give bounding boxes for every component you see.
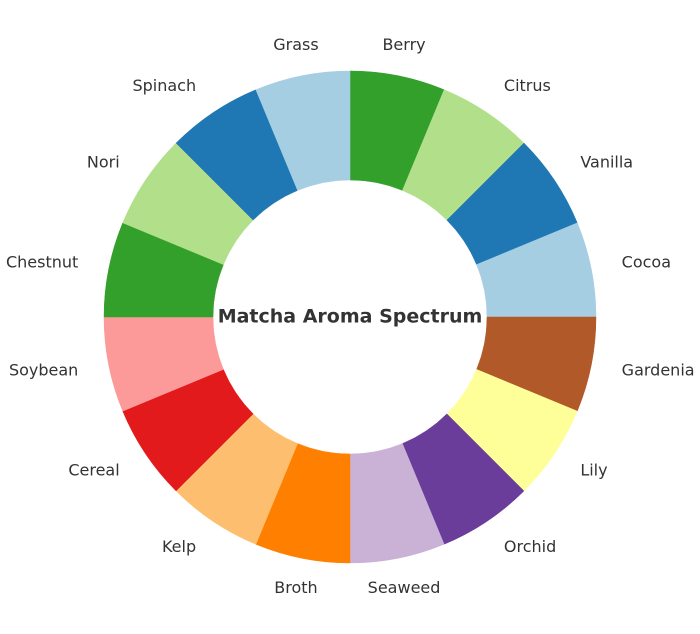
slice-label-seaweed: Seaweed xyxy=(368,578,441,597)
slice-label-kelp: Kelp xyxy=(162,537,196,556)
slice-label-cereal: Cereal xyxy=(68,460,119,479)
slice-label-grass: Grass xyxy=(273,35,318,54)
slice-label-broth: Broth xyxy=(274,578,317,597)
slice-label-nori: Nori xyxy=(87,153,120,172)
slice-label-berry: Berry xyxy=(382,35,425,54)
slice-label-spinach: Spinach xyxy=(132,76,196,95)
slice-label-chestnut: Chestnut xyxy=(6,252,78,271)
slice-grass xyxy=(255,70,351,191)
slice-labels: Berry Citrus Vanilla Cocoa Gardenia Lily Orchi… xyxy=(6,35,695,597)
slice-label-cocoa: Cocoa xyxy=(622,252,671,271)
slice-label-orchid: Orchid xyxy=(504,537,556,556)
slice-label-gardenia: Gardenia xyxy=(622,361,695,380)
slice-label-vanilla: Vanilla xyxy=(580,153,633,172)
slice-label-citrus: Citrus xyxy=(504,76,551,95)
slice-label-lily: Lily xyxy=(580,460,607,479)
donut-slices xyxy=(103,70,597,564)
chart-title: Matcha Aroma Spectrum xyxy=(218,306,483,328)
slice-label-soybean: Soybean xyxy=(9,361,78,380)
